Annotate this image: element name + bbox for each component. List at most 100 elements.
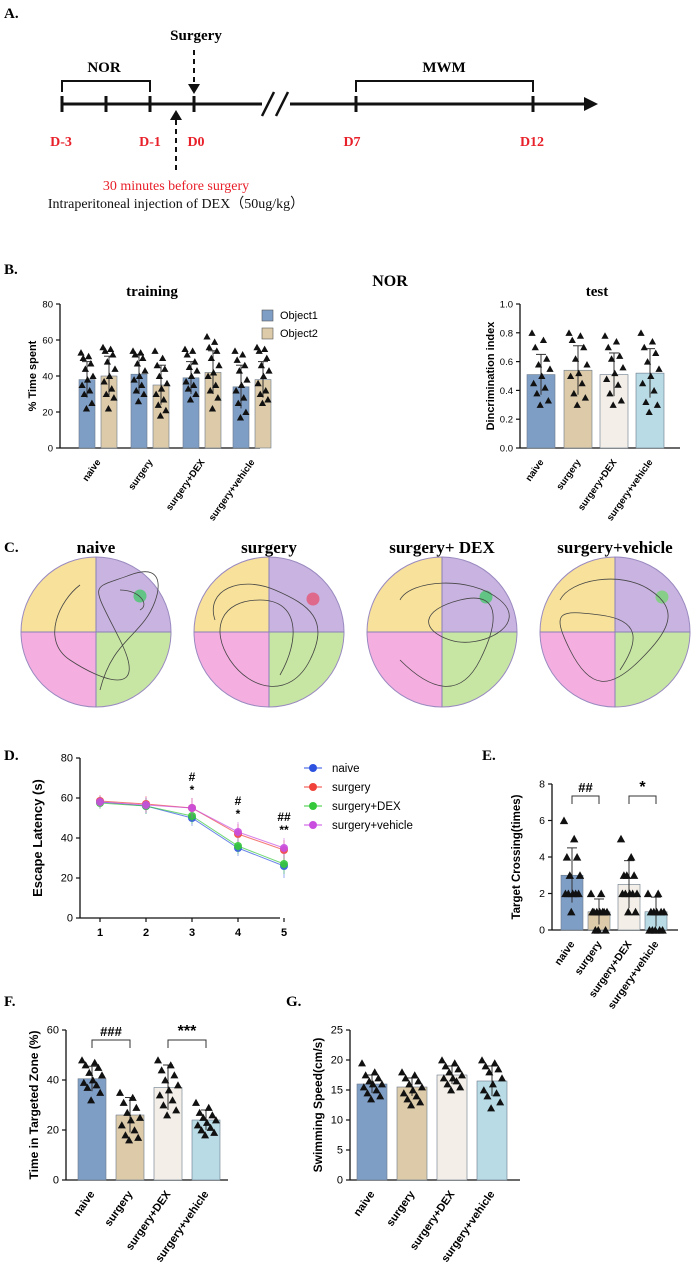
platform-marker: [655, 590, 669, 604]
y-tick-label: 15: [331, 1085, 343, 1097]
significance-bracket: [571, 795, 600, 804]
data-point: [117, 1121, 126, 1129]
data-point: [157, 385, 166, 392]
data-point: [481, 1062, 490, 1070]
bar: [526, 374, 556, 449]
significance-label: #: [189, 770, 196, 784]
data-point: [88, 399, 96, 407]
y-tick-label: 80: [42, 300, 53, 311]
data-point: [240, 394, 248, 401]
data-point: [136, 1113, 144, 1121]
data-point: [170, 1071, 179, 1079]
data-point: [257, 361, 265, 369]
data-point: [581, 394, 589, 401]
x-tick-label: 2: [143, 927, 149, 939]
data-point: [596, 889, 606, 898]
y-tick-label: 40: [47, 1075, 59, 1087]
y-tick-label: 0: [48, 444, 53, 455]
data-point: [195, 1108, 204, 1116]
data-point: [617, 397, 625, 404]
y-tick-label: 40: [42, 372, 53, 383]
data-point: [131, 350, 139, 358]
x-category-label: naive: [81, 457, 104, 483]
data-point: [81, 1061, 90, 1069]
x-category-label: surgery: [384, 1188, 417, 1229]
y-tick-label: 0.8: [500, 328, 513, 339]
data-point: [488, 1080, 497, 1088]
training-chart: 0 20 40 60 80 % Time spent training naive surger…: [27, 284, 318, 523]
data-point: [92, 1081, 101, 1089]
data-point: [652, 907, 661, 916]
data-point: [643, 889, 653, 898]
data-point: [162, 406, 170, 414]
data-point: [263, 354, 271, 362]
significance-label: **: [279, 823, 289, 837]
platform-marker: [133, 589, 147, 603]
panel-g-label: G.: [286, 994, 302, 1010]
data-point: [77, 349, 85, 356]
quadrant-bottom-right: [96, 632, 171, 707]
data-point: [598, 907, 607, 916]
data-point: [648, 338, 657, 345]
panel-c-label: C.: [4, 540, 19, 556]
y-axis-label: Time in Targeted Zone (%): [27, 1031, 41, 1180]
data-point: [205, 343, 213, 351]
data-point: [565, 329, 573, 336]
y-axis-label: Escape Latency (s): [30, 779, 45, 897]
quadrant-top-right: [269, 557, 344, 632]
platform-marker: [479, 590, 493, 604]
legend-label: Object2: [280, 328, 318, 340]
y-tick-label: 0: [53, 1175, 59, 1187]
injection-time-note: 30 minutes before surgery: [103, 179, 249, 194]
y-tick-label: 1.0: [500, 300, 513, 311]
x-category-label: surgery: [554, 457, 583, 492]
day-label: D-3: [50, 135, 72, 150]
data-point: [653, 401, 661, 408]
data-point: [452, 1077, 461, 1085]
data-point: [368, 1080, 377, 1088]
data-point: [575, 369, 583, 377]
panel-b-label: B.: [4, 262, 18, 278]
quadrant-top-left: [21, 557, 96, 632]
panel-a: A. NOR MWM Surgery D-3 D-1 D0 D7: [4, 6, 598, 212]
data-point: [241, 361, 249, 369]
legend-marker: [309, 821, 317, 829]
quadrant-bottom-right: [442, 632, 517, 707]
legend-marker: [309, 764, 317, 772]
x-category-label: surgery+vehicle: [207, 457, 258, 523]
data-point: [134, 397, 143, 405]
data-point: [619, 363, 627, 371]
data-point: [140, 390, 148, 398]
quadrant-bottom-left: [21, 632, 96, 707]
y-tick-label: 0: [67, 913, 73, 925]
quadrant-top-right: [442, 557, 517, 632]
y-tick-label: 20: [61, 873, 73, 885]
quadrant-bottom-left: [540, 632, 615, 707]
data-point: [370, 1068, 379, 1076]
data-point: [408, 1086, 417, 1094]
axis-break-icon: [260, 91, 276, 117]
data-point: [416, 1098, 425, 1106]
data-point: [530, 379, 538, 387]
y-tick-label: 0: [539, 925, 545, 937]
data-point: [132, 386, 140, 394]
data-point: [418, 1083, 426, 1091]
y-tick-label: 0: [337, 1175, 343, 1187]
data-point: [160, 395, 168, 403]
x-category-label: surgery: [126, 457, 155, 492]
data-point: [197, 1126, 206, 1134]
panel-g: G. 0 5 10 15 20 25 Swimming Speed(cm/s) naive su…: [286, 994, 520, 1265]
data-point: [132, 1103, 141, 1111]
y-tick-label: 4: [539, 852, 545, 864]
data-point: [564, 889, 573, 898]
y-tick-label: 0.4: [500, 386, 513, 397]
data-point: [111, 365, 119, 372]
nor-bracket-label: NOR: [87, 60, 121, 76]
maze: naive: [20, 538, 172, 708]
data-point: [204, 1103, 213, 1111]
data-point: [448, 1074, 457, 1082]
data-point: [104, 404, 113, 412]
